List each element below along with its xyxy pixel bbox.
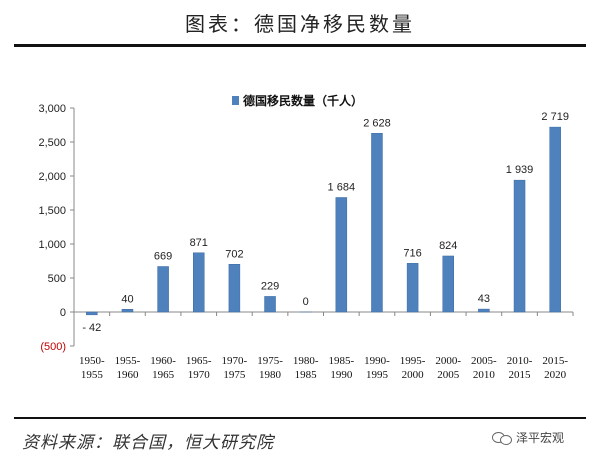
bar: [406, 263, 419, 313]
x-tick-label: 2015-2020: [542, 355, 568, 381]
y-tick-label: (500): [40, 341, 66, 353]
x-tick-label: 1950-1955: [79, 355, 105, 381]
watermark: 泽平宏观: [492, 429, 564, 446]
data-label: 669: [154, 251, 172, 263]
data-label: 702: [225, 248, 243, 260]
x-tick-label: 1970-1975: [222, 355, 248, 381]
watermark-label: 泽平宏观: [516, 431, 565, 445]
y-tick-label: 1,500: [38, 205, 66, 217]
bar: [513, 179, 526, 313]
x-tick-label: 2010-2015: [507, 355, 533, 381]
bar: [371, 133, 383, 313]
x-tick-label: 1955-1960: [115, 355, 141, 381]
x-tick-label: 2005-2010: [471, 355, 497, 381]
bar: [335, 197, 348, 313]
x-tick-label: 2000-2005: [435, 355, 461, 381]
data-labels: - 42 40 669 871 702 229 0 1 684 2 628 716 824 43 1 9…: [82, 111, 569, 334]
y-tick-label: 2,500: [38, 137, 66, 149]
x-tick-label: 1965-1970: [186, 355, 212, 381]
y-tick-label: 3,000: [38, 103, 66, 115]
bar: [193, 252, 205, 313]
y-tick-label: 1,000: [38, 239, 66, 251]
y-tick-label: 0: [60, 307, 66, 319]
legend-label: 德国移民数量（千人）: [243, 93, 363, 108]
data-label: 716: [403, 247, 421, 259]
bottom-divider: [14, 417, 586, 419]
legend-swatch: [232, 96, 239, 105]
y-axis: 3,000 2,500 2,000 1,500 1,000 500 0 (500): [38, 103, 75, 353]
y-tick-label: 500: [48, 273, 66, 285]
bar-series: [86, 126, 561, 316]
bar: [157, 266, 169, 313]
x-tick-label: 1980-1985: [293, 355, 319, 381]
x-tick-label: 1960-1965: [150, 355, 176, 381]
bar: [264, 296, 276, 313]
top-divider: [14, 44, 586, 47]
data-label: 2 628: [363, 117, 391, 129]
source-note: 资料来源：联合国，恒大研究院: [22, 433, 274, 453]
x-tick-label: 1995-2000: [400, 355, 426, 381]
bar: [86, 311, 98, 316]
bar: [549, 126, 561, 313]
x-tick-label: 1975-1980: [257, 355, 283, 381]
data-label: 43: [478, 293, 490, 305]
wechat-icon: [492, 431, 512, 445]
y-tick-label: 2,000: [38, 171, 66, 183]
data-label: 0: [303, 296, 309, 308]
x-tick-label: 1990-1995: [364, 355, 390, 381]
data-label: 824: [439, 240, 457, 252]
chart-legend: 德国移民数量（千人）: [232, 93, 363, 108]
data-label: 1 684: [328, 181, 356, 193]
data-label: 229: [261, 280, 279, 292]
data-label: 871: [190, 237, 208, 249]
x-tick-label: 1985-1990: [328, 355, 354, 381]
data-label: - 42: [82, 322, 101, 334]
bar: [121, 309, 134, 313]
data-label: 1 939: [506, 164, 534, 176]
page-title: 图表：德国净移民数量: [185, 12, 415, 36]
bar: [478, 308, 490, 313]
data-label: 40: [121, 293, 133, 305]
bar: [228, 264, 241, 313]
x-axis: 1950-1955 1955-1960 1960-1965 1965-1970 1970…: [73, 311, 574, 381]
bar: [442, 255, 454, 313]
data-label: 2 719: [541, 111, 569, 123]
